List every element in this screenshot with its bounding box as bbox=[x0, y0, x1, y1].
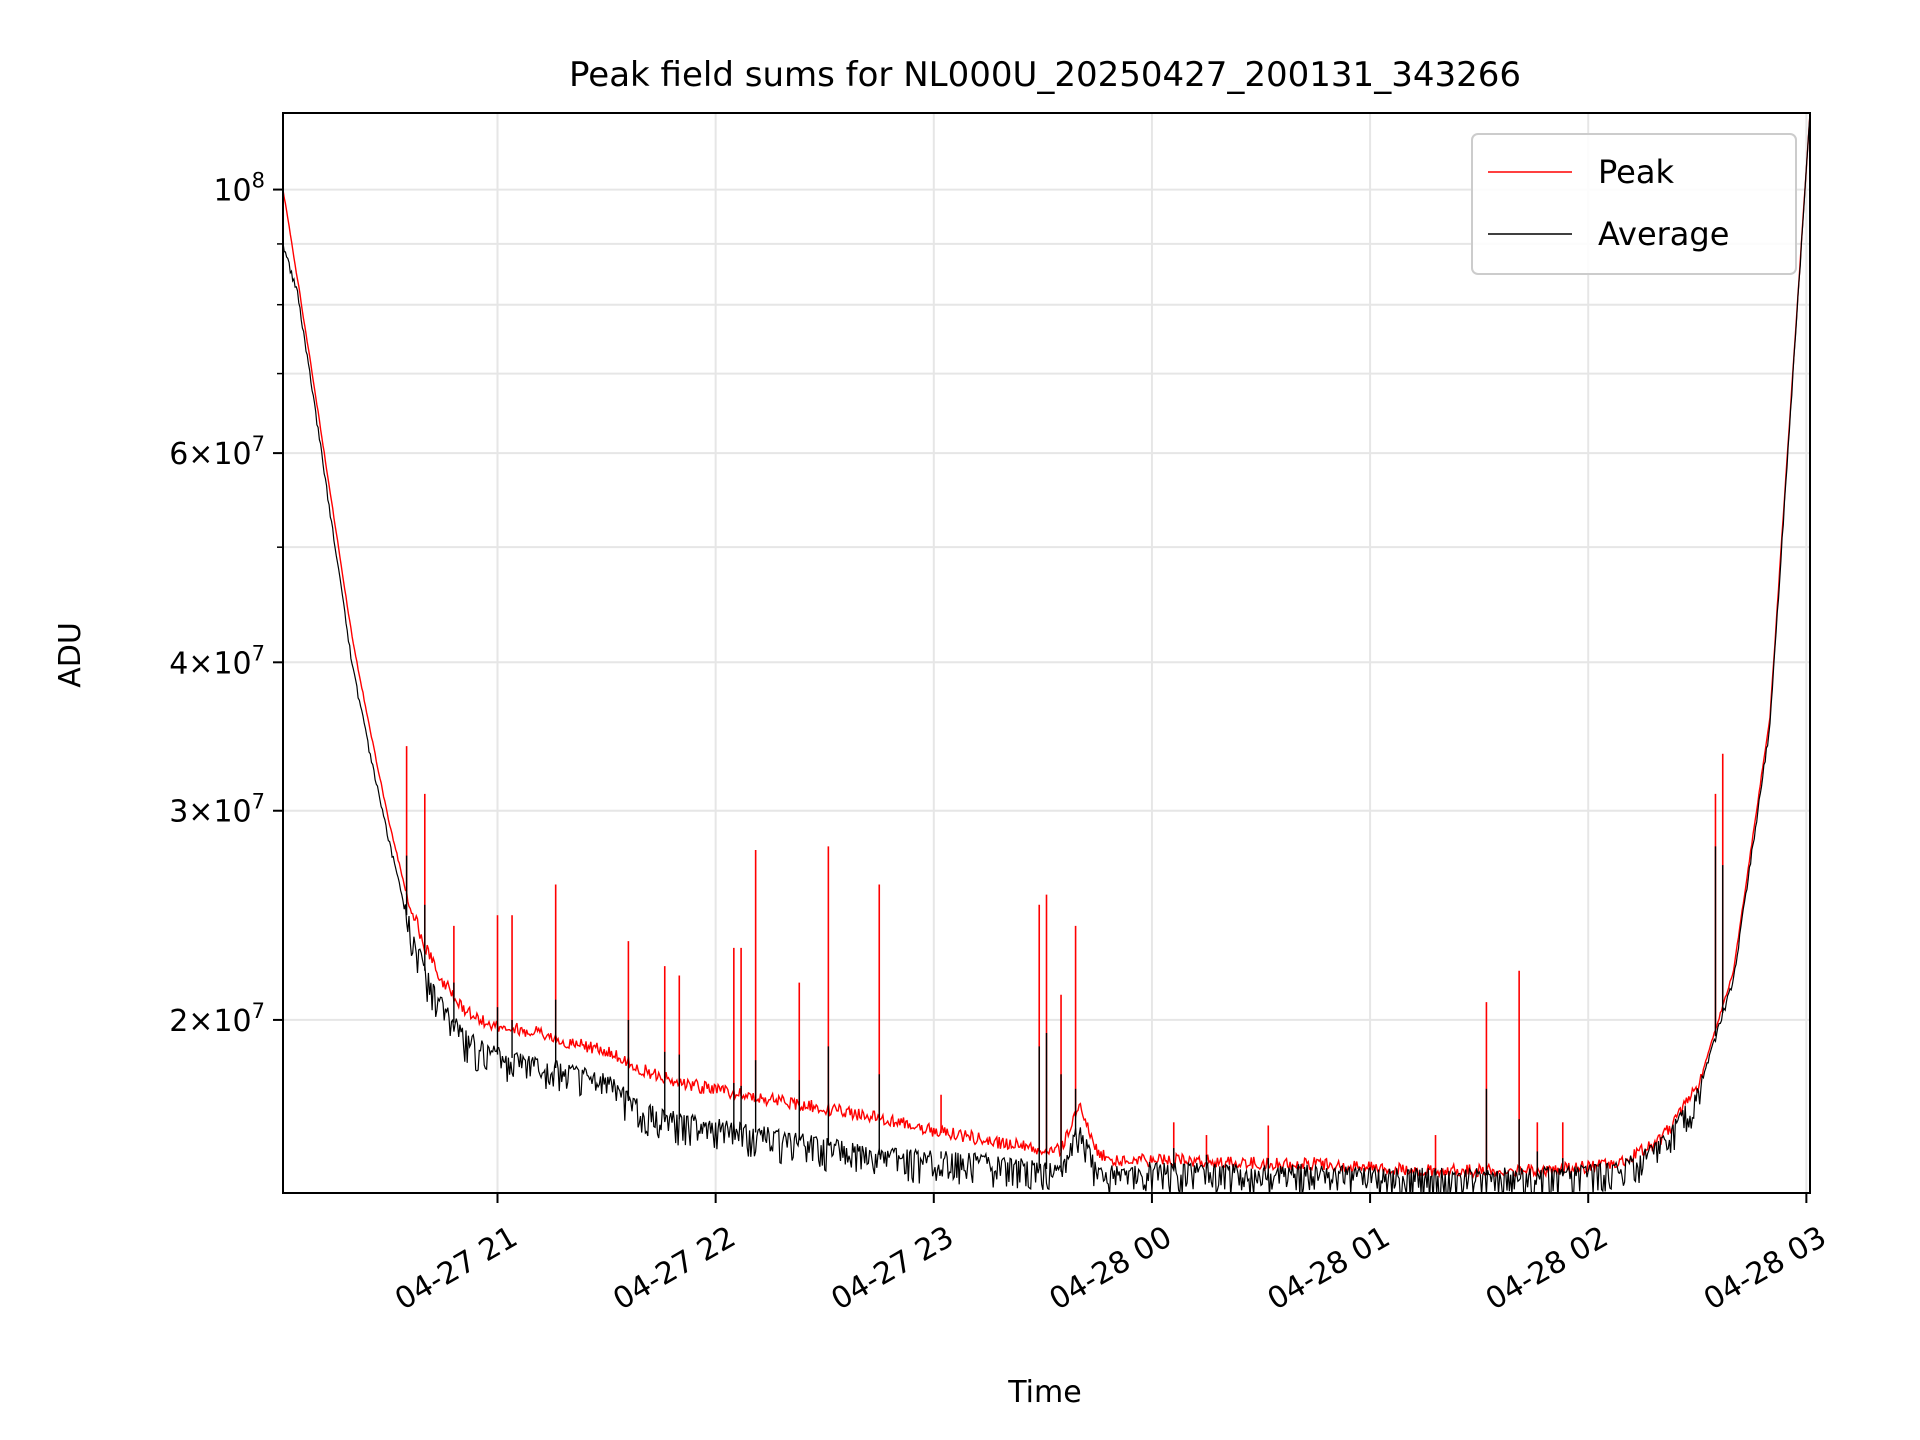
y-tick-label: 6×107 bbox=[169, 432, 265, 472]
y-tick-label: 3×107 bbox=[169, 790, 265, 830]
series-layer bbox=[283, 113, 1810, 1193]
plot-frame bbox=[282, 112, 1811, 1194]
y-tick-label: 2×107 bbox=[169, 999, 265, 1039]
x-axis-label: Time bbox=[1007, 1375, 1081, 1410]
plot-area bbox=[283, 113, 1810, 1193]
y-tick-label: 108 bbox=[213, 169, 265, 209]
legend: Peak Average bbox=[1471, 133, 1797, 275]
chart-title: Peak field sums for NL000U_20250427_2001… bbox=[569, 55, 1521, 95]
y-axis-label: ADU bbox=[53, 622, 88, 688]
y-tick-label: 4×107 bbox=[169, 641, 265, 681]
grid bbox=[283, 113, 1810, 1193]
legend-label: Peak bbox=[1598, 153, 1674, 191]
series-line-average bbox=[283, 113, 1810, 1193]
legend-box bbox=[1471, 133, 1797, 275]
legend-label: Average bbox=[1598, 215, 1729, 253]
